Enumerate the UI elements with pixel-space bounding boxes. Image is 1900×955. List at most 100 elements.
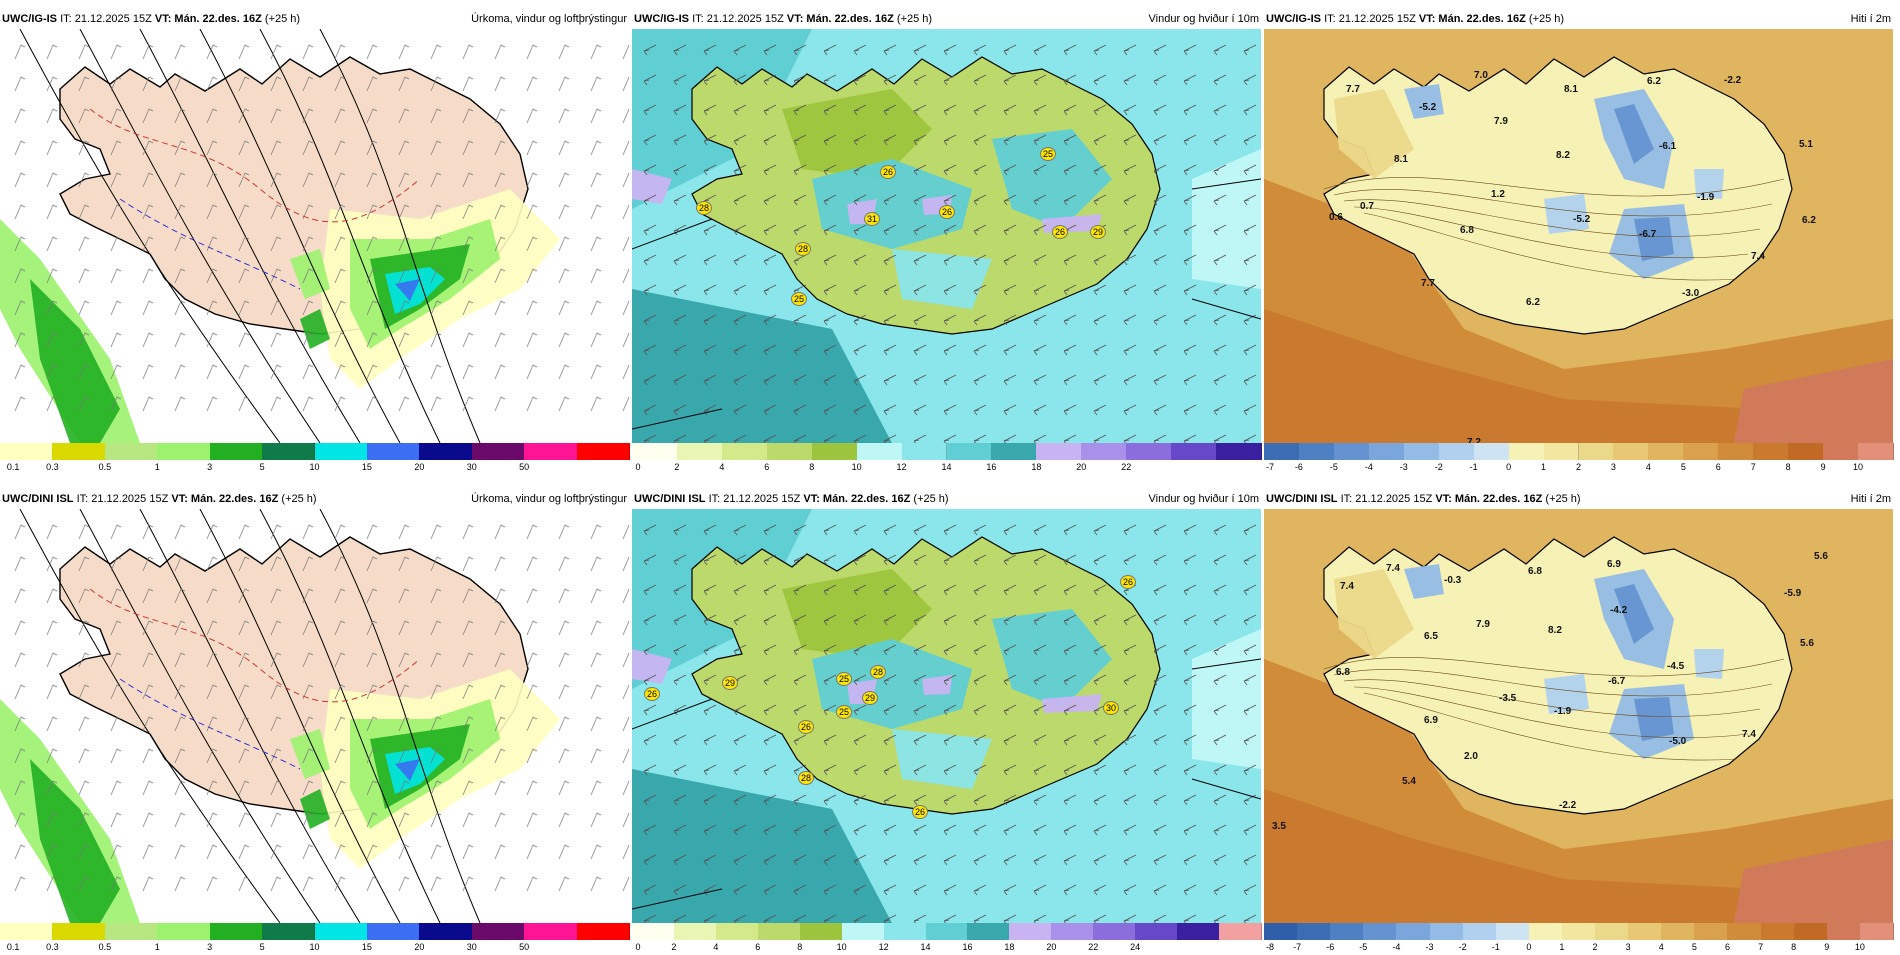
wind-barb bbox=[398, 172, 410, 188]
wind-arrow bbox=[1063, 914, 1077, 923]
wind-barb bbox=[430, 716, 442, 732]
wind-arrow bbox=[643, 914, 657, 923]
colorbar-swatch bbox=[1473, 443, 1510, 460]
wind-barb bbox=[206, 684, 218, 700]
wind-arrow bbox=[1033, 284, 1047, 296]
wind-barb bbox=[46, 300, 58, 316]
wind-barb bbox=[590, 332, 602, 348]
colorbar-swatch bbox=[0, 443, 54, 460]
wind-barb bbox=[206, 44, 218, 60]
wind-barb bbox=[366, 844, 378, 860]
wind-arrow bbox=[1003, 554, 1017, 566]
wind-arrow bbox=[1033, 584, 1047, 596]
wind-arrow bbox=[913, 314, 927, 326]
wind-arrow bbox=[793, 614, 807, 626]
wind-arrow bbox=[763, 734, 777, 746]
temp-map[interactable]: 5.6 7.4 6.8 6.9 -0.3 7.4 -5.9 -4.2 7.9 8.2 6.5 5.6 -… bbox=[1264, 509, 1893, 923]
wind-barb bbox=[14, 716, 26, 732]
wind-arrow bbox=[1123, 224, 1137, 236]
wind-arrow bbox=[943, 104, 957, 116]
gust-label: 25 bbox=[791, 292, 808, 306]
colorbar-tick-label: 9 bbox=[1820, 462, 1826, 472]
temp-area bbox=[1264, 309, 1893, 443]
wind-arrow bbox=[1213, 554, 1227, 566]
wind-arrow bbox=[1153, 374, 1167, 386]
colorbar-swatch bbox=[1760, 923, 1795, 940]
wind-arrow bbox=[1033, 854, 1047, 866]
wind-barb bbox=[558, 716, 570, 732]
wind-barb bbox=[494, 556, 506, 572]
colorbar-swatch bbox=[1264, 923, 1299, 940]
wind-arrow bbox=[1003, 764, 1017, 776]
wind-barb bbox=[142, 652, 154, 668]
wind-barb bbox=[206, 716, 218, 732]
wind-barb bbox=[302, 524, 314, 540]
wind-barb bbox=[334, 332, 346, 348]
colorbar-tick-label: 0.5 bbox=[98, 942, 112, 952]
wind-barb bbox=[238, 44, 250, 60]
temp-map[interactable]: 7.7 7.0 8.1 6.2 -2.2 -5.2 7.9 -6.1 8.2 8.1 5.1 1.2 -… bbox=[1264, 29, 1893, 443]
wind-arrow bbox=[1033, 44, 1047, 56]
wind-arrow bbox=[703, 434, 717, 443]
precip-map[interactable] bbox=[0, 509, 629, 923]
wind-arrow bbox=[913, 824, 927, 836]
colorbar-tick-label: 24 bbox=[1130, 942, 1141, 952]
wind-arrow bbox=[853, 734, 867, 746]
colorbar-tick-label: 9 bbox=[1824, 942, 1830, 952]
wind-map[interactable]: 26 25 28 31 26 26 29 28 25 bbox=[632, 29, 1261, 443]
wind-arrow bbox=[913, 104, 927, 116]
colorbar-swatch bbox=[1438, 443, 1475, 460]
wind-barb bbox=[206, 844, 218, 860]
wind-arrow bbox=[1093, 44, 1107, 56]
wind-barb bbox=[398, 300, 410, 316]
colorbar-swatch bbox=[856, 443, 903, 460]
wind-arrow bbox=[1243, 74, 1257, 86]
wind-barb bbox=[142, 332, 154, 348]
wind-barb bbox=[494, 268, 506, 284]
wind-arrow bbox=[673, 644, 687, 656]
wind-barb bbox=[14, 108, 26, 124]
wind-arrow bbox=[673, 344, 687, 356]
wind-arrow bbox=[733, 914, 747, 923]
wind-barb bbox=[206, 332, 218, 348]
wind-map[interactable]: 26 26 29 25 28 29 25 26 30 28 26 bbox=[632, 509, 1261, 923]
wind-barb bbox=[110, 396, 122, 412]
wind-arrow bbox=[763, 314, 777, 326]
wind-barb bbox=[238, 236, 250, 252]
wind-arrow bbox=[643, 644, 657, 656]
wind-arrow bbox=[883, 404, 897, 416]
wind-arrow bbox=[1183, 704, 1197, 716]
wind-arrow bbox=[763, 44, 777, 56]
wind-arrow bbox=[733, 254, 747, 266]
wind-barb bbox=[430, 524, 442, 540]
wind-barb bbox=[46, 44, 58, 60]
wind-barb bbox=[590, 76, 602, 92]
wind-barb bbox=[110, 44, 122, 60]
wind-arrow bbox=[1243, 314, 1257, 326]
wind-arrow bbox=[643, 224, 657, 236]
colorbar-swatch bbox=[1718, 443, 1755, 460]
wind-arrow bbox=[1153, 824, 1167, 836]
wind-barb bbox=[206, 204, 218, 220]
wind-arrow bbox=[1123, 884, 1137, 896]
wind-arrow bbox=[763, 614, 777, 626]
wind-barb bbox=[494, 140, 506, 156]
wind-arrow bbox=[1213, 164, 1227, 176]
wind-arrow bbox=[823, 554, 837, 566]
wind-arrow bbox=[763, 134, 777, 146]
wind-barb bbox=[334, 812, 346, 828]
wind-arrow bbox=[1153, 644, 1167, 656]
wind-barb bbox=[270, 332, 282, 348]
wind-arrow bbox=[853, 674, 867, 686]
wind-barb bbox=[174, 172, 186, 188]
wind-barb bbox=[622, 140, 629, 156]
wind-barb bbox=[526, 876, 538, 892]
wind-arrow bbox=[733, 764, 747, 776]
wind-arrow bbox=[1003, 704, 1017, 716]
wind-barb bbox=[174, 780, 186, 796]
wind-barb bbox=[110, 652, 122, 668]
wind-barb bbox=[206, 236, 218, 252]
precip-map[interactable] bbox=[0, 29, 629, 443]
wind-arrow bbox=[1093, 134, 1107, 146]
colorbar-swatch bbox=[209, 443, 264, 460]
